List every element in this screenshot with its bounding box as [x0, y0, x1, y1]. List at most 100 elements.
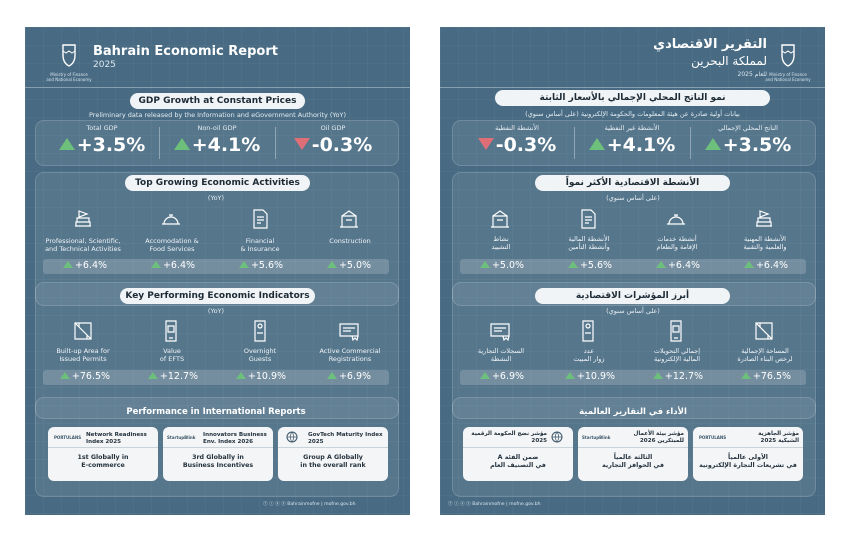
- report-year: 2025: [93, 60, 116, 70]
- card-body: 1st Globally in E-commerce: [77, 454, 129, 469]
- indicator-value: +10.9%: [550, 371, 630, 382]
- card-title: Innovators Business Env. Index 2026: [203, 432, 267, 445]
- ministry-logo: [62, 44, 76, 67]
- gdp-heading: GDP Growth at Constant Prices: [130, 93, 305, 109]
- down-arrow-icon: [293, 138, 310, 150]
- card-title: مؤشر نضج الحكومة الرقمية 2025: [471, 431, 547, 444]
- non-oil-gdp-value: +4.1%: [162, 134, 272, 156]
- card-body: Group A Globally in the overall rank: [300, 454, 366, 469]
- cloche-icon: [667, 214, 685, 225]
- indicator-label: Overnight Guests: [243, 347, 277, 363]
- down-arrow-icon: [477, 138, 494, 150]
- activities-heading: Top Growing Economic Activities: [125, 175, 310, 191]
- phone-payment-icon: [165, 320, 177, 342]
- activities-sub: (على أساس سنوي): [606, 194, 660, 202]
- oil-gdp-label: الأنشطة النفطية: [495, 124, 539, 132]
- portulans-badge: PORTULANS: [699, 435, 727, 440]
- activity-value: +6.4%: [726, 260, 806, 271]
- up-arrow-icon: [743, 261, 754, 268]
- non-oil-gdp-label: الأنشطة غير النفطية: [604, 124, 660, 132]
- indicators-sub: (على أساس سنوي): [606, 307, 660, 315]
- finance-doc-icon: [253, 209, 268, 229]
- indicators-value-strip: [43, 370, 389, 385]
- activity-label: نشاط التشييد: [491, 235, 511, 251]
- total-gdp-label: الناتج المحلي الإجمالي: [718, 124, 778, 132]
- indicators-panel: [35, 282, 399, 419]
- report-year: للعام 2025: [737, 71, 767, 78]
- finance-doc-icon: [581, 209, 596, 229]
- up-arrow-icon: [479, 261, 490, 268]
- startupblink-badge: StartupBlink: [582, 435, 611, 440]
- indicators-heading: أبرز المؤشرات الاقتصادية: [535, 288, 730, 304]
- activity-value: +6.4%: [638, 260, 718, 271]
- up-arrow-icon: [326, 372, 337, 379]
- oil-gdp-label: Oil GDP: [320, 124, 346, 132]
- certificate-icon: [490, 323, 510, 342]
- globe-icon: [286, 431, 298, 443]
- indicator-value: +12.7%: [638, 371, 718, 382]
- activities-panel: [35, 172, 399, 306]
- indicator-value: +6.9%: [309, 371, 389, 382]
- books-icon: [75, 210, 91, 227]
- oil-gdp-value: -0.3%: [462, 134, 572, 156]
- social-handle[interactable]: ⓕ ⓘ ⓧ ⓨ Bahrainmofne: [448, 502, 505, 507]
- international-heading: الأداء في التقارير العالمية: [579, 407, 687, 417]
- gdp-heading: نمو الناتج المحلي الإجمالي بالأسعار الثا…: [495, 90, 770, 106]
- up-arrow-icon: [235, 372, 246, 379]
- non-oil-gdp-value: +4.1%: [577, 134, 687, 156]
- english-poster: Ministry of Finance and National Economy…: [25, 27, 410, 515]
- card-body: الأولى عالمياً في تشريعات التجارة الإلكتر…: [699, 454, 797, 469]
- social-handle[interactable]: ⓕ ⓘ ⓧ ⓨ Bahrainmofne: [263, 502, 320, 507]
- card-title: Network Readiness Index 2025: [86, 432, 147, 445]
- report-card-network-readiness: PORTULANS Network Readiness Index 2025 1…: [48, 427, 158, 481]
- non-oil-gdp-label: Non-oil GDP: [197, 124, 237, 132]
- blueprint-icon: [755, 322, 773, 340]
- activity-value: +6.4%: [45, 260, 125, 271]
- report-card-govtech: مؤشر نضج الحكومة الرقمية 2025 ضمن الفئة …: [463, 427, 573, 481]
- report-card-govtech: GovTech Maturity Index 2025 Group A Glob…: [278, 427, 388, 481]
- card-title: GovTech Maturity Index 2025: [308, 432, 383, 445]
- activity-label: أنشطة خدمات الإقامة والطعام: [656, 235, 698, 251]
- globe-icon: [551, 431, 563, 443]
- portulans-badge: PORTULANS: [54, 435, 82, 440]
- report-title: التقرير الاقتصادي: [653, 37, 767, 52]
- oil-gdp-value: -0.3%: [278, 134, 388, 156]
- certificate-icon: [339, 323, 359, 342]
- construction-icon: [340, 210, 358, 228]
- indicators-value-strip: [460, 370, 806, 385]
- report-card-network-readiness: PORTULANS مؤشر الجاهزية الشبكية 2025 الأ…: [693, 427, 803, 481]
- activity-label: Accomodation & Food Services: [145, 237, 199, 253]
- indicators-heading: Key Performing Economic Indicators: [120, 288, 315, 304]
- indicator-label: Value of EFTS: [159, 347, 185, 363]
- gdp-panel: [35, 120, 399, 166]
- up-arrow-icon: [567, 261, 578, 268]
- up-arrow-icon: [740, 372, 751, 379]
- activity-value: +5.0%: [462, 260, 542, 271]
- arabic-poster: Ministry of Finance and National Economy…: [440, 27, 825, 515]
- activities-value-strip: [460, 259, 806, 274]
- card-body: ضمن الفئة A في التصنيف العام: [490, 454, 546, 469]
- indicator-label: Built-up Area for Issued Permits: [56, 347, 110, 363]
- gdp-subheading: بيانات أولية صادرة عن هيئة المعلومات وال…: [525, 110, 740, 118]
- report-card-innovators: StartupBlink Innovators Business Env. In…: [163, 427, 273, 481]
- door-hanger-icon: [254, 320, 266, 342]
- activity-value: +5.0%: [309, 260, 389, 271]
- up-arrow-icon: [652, 372, 663, 379]
- card-body: 3rd Globally in Business Incentives: [182, 454, 254, 469]
- website-link[interactable]: mofne.gov.bh: [324, 502, 356, 507]
- divider: [275, 127, 276, 159]
- up-arrow-icon: [704, 138, 721, 150]
- card-title: مؤشر بيئة الأعمال للمبتكرين 2026: [633, 431, 684, 444]
- card-title: مؤشر الجاهزية الشبكية 2025: [758, 431, 799, 444]
- indicator-label: عدد زوار المبيت: [573, 347, 605, 363]
- up-arrow-icon: [564, 372, 575, 379]
- ministry-logo-text: Ministry of Finance and National Economy: [46, 72, 92, 82]
- divider: [574, 127, 575, 159]
- up-arrow-icon: [588, 138, 605, 150]
- activities-value-strip: [43, 259, 389, 274]
- card-body: الثالثة عالمياً في الحوافز التجارية: [602, 454, 664, 469]
- up-arrow-icon: [59, 372, 70, 379]
- door-hanger-icon: [582, 320, 594, 342]
- header-divider: [25, 87, 410, 88]
- website-link[interactable]: mofne.gov.bh: [509, 502, 541, 507]
